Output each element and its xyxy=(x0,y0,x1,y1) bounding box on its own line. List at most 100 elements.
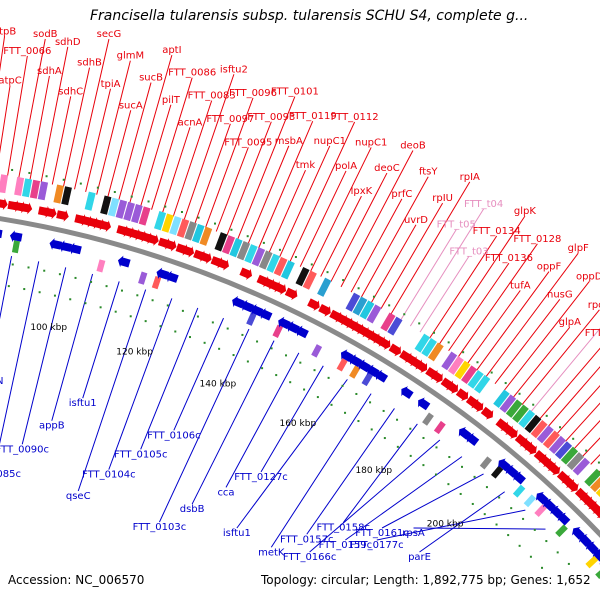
label-leader xyxy=(258,120,314,249)
label-leader xyxy=(485,252,579,378)
feature-block xyxy=(295,267,310,287)
tick-dot xyxy=(105,285,108,288)
feature-block xyxy=(169,215,182,236)
feature-block xyxy=(176,218,190,238)
feature-block xyxy=(272,324,284,339)
tick-dot xyxy=(203,341,206,344)
gene-label: FTT_0157c xyxy=(280,534,334,545)
gene-arrow xyxy=(414,360,428,373)
tick-dot xyxy=(433,331,436,334)
gene-arrow xyxy=(166,270,179,283)
tick-dot xyxy=(27,266,30,269)
gene-label: FTT_0166c xyxy=(283,552,337,563)
feature-block xyxy=(138,206,151,226)
gene-arrow xyxy=(59,240,72,253)
label-leader xyxy=(129,54,173,204)
label-leader xyxy=(380,202,444,309)
label-leader xyxy=(29,75,50,181)
gene-arrow xyxy=(163,239,177,252)
gene-arrow xyxy=(524,441,537,455)
tick-dot xyxy=(218,347,221,350)
label-leader xyxy=(350,198,403,293)
tick-dot xyxy=(434,473,437,476)
feature-block xyxy=(518,409,536,428)
feature-block xyxy=(366,304,382,324)
gene-label: pilT xyxy=(162,95,181,106)
gene-label: FTT_0128 xyxy=(513,234,561,245)
gene-arrow xyxy=(430,370,443,384)
feature-block xyxy=(512,484,526,498)
label-leader xyxy=(247,145,290,245)
gene-label: FTT_t05 xyxy=(437,220,476,231)
tick-dot xyxy=(518,392,521,395)
feature-block xyxy=(421,338,437,357)
feature-block xyxy=(349,365,361,379)
tick-dot xyxy=(136,294,139,297)
gene-arrow xyxy=(401,386,414,399)
gene-label: glpF xyxy=(568,243,589,254)
label-leader xyxy=(381,473,484,529)
scale-label: 160 kbp xyxy=(279,419,316,429)
tick-dot xyxy=(403,313,406,316)
feature-block xyxy=(37,181,49,201)
tick-dot xyxy=(262,241,265,244)
tick-dot xyxy=(572,437,575,440)
feature-block xyxy=(493,389,510,408)
tick-dot xyxy=(585,449,588,452)
gene-label: oppF xyxy=(537,262,562,273)
feature-block xyxy=(251,247,266,267)
feature-block xyxy=(302,270,317,290)
label-leader xyxy=(74,39,110,190)
feature-block xyxy=(229,238,243,258)
feature-block xyxy=(572,457,591,476)
feature-block xyxy=(199,226,213,246)
gene-label: FTT_0105c xyxy=(114,449,168,460)
gene-arrow xyxy=(181,245,195,258)
label-leader xyxy=(0,261,40,444)
tick-dot xyxy=(370,428,373,431)
gene-arrow xyxy=(318,304,331,317)
gene-arrow xyxy=(273,282,287,295)
tick-dot xyxy=(418,322,421,325)
label-leader xyxy=(521,309,600,405)
gene-label: polA xyxy=(335,161,357,172)
feature-block xyxy=(530,419,548,439)
feature-block xyxy=(14,176,25,196)
tick-dot xyxy=(532,403,535,406)
label-leader xyxy=(340,150,414,288)
gene-label: FTT_0177c xyxy=(350,540,404,551)
gene-label: atpB xyxy=(0,26,16,37)
gene-label: cca xyxy=(217,487,234,498)
gene-label: sucB xyxy=(139,73,163,84)
tick-dot xyxy=(485,486,488,489)
label-leader xyxy=(360,176,429,298)
tick-dot xyxy=(45,175,48,178)
gene-label: rpIU xyxy=(432,193,453,204)
gene-label: ftsY xyxy=(419,167,438,178)
gene-label: aptI xyxy=(162,45,181,56)
feature-block xyxy=(131,204,143,224)
gene-arrow xyxy=(241,300,255,313)
tick-dot xyxy=(316,396,319,399)
feature-block xyxy=(191,223,205,244)
tick-dot xyxy=(422,464,425,467)
gene-label: rpsA xyxy=(402,528,425,539)
tick-dot xyxy=(197,216,200,219)
tick-dot xyxy=(174,330,177,333)
gene-arrow xyxy=(146,233,159,246)
tick-dot xyxy=(448,456,451,459)
genome-summary-text: Topology: circular; Length: 1,892,775 bp… xyxy=(261,573,591,587)
tick-dot xyxy=(114,310,117,313)
feature-block xyxy=(336,358,348,372)
feature-block xyxy=(53,184,64,204)
tick-dot xyxy=(422,436,425,439)
tick-dot xyxy=(246,235,249,238)
feature-block xyxy=(534,504,547,518)
tick-dot xyxy=(326,271,329,274)
tick-dot xyxy=(396,418,399,421)
feature-block xyxy=(138,271,148,285)
feature-block xyxy=(317,277,332,297)
tick-dot xyxy=(344,411,347,414)
tick-dot xyxy=(164,205,167,208)
